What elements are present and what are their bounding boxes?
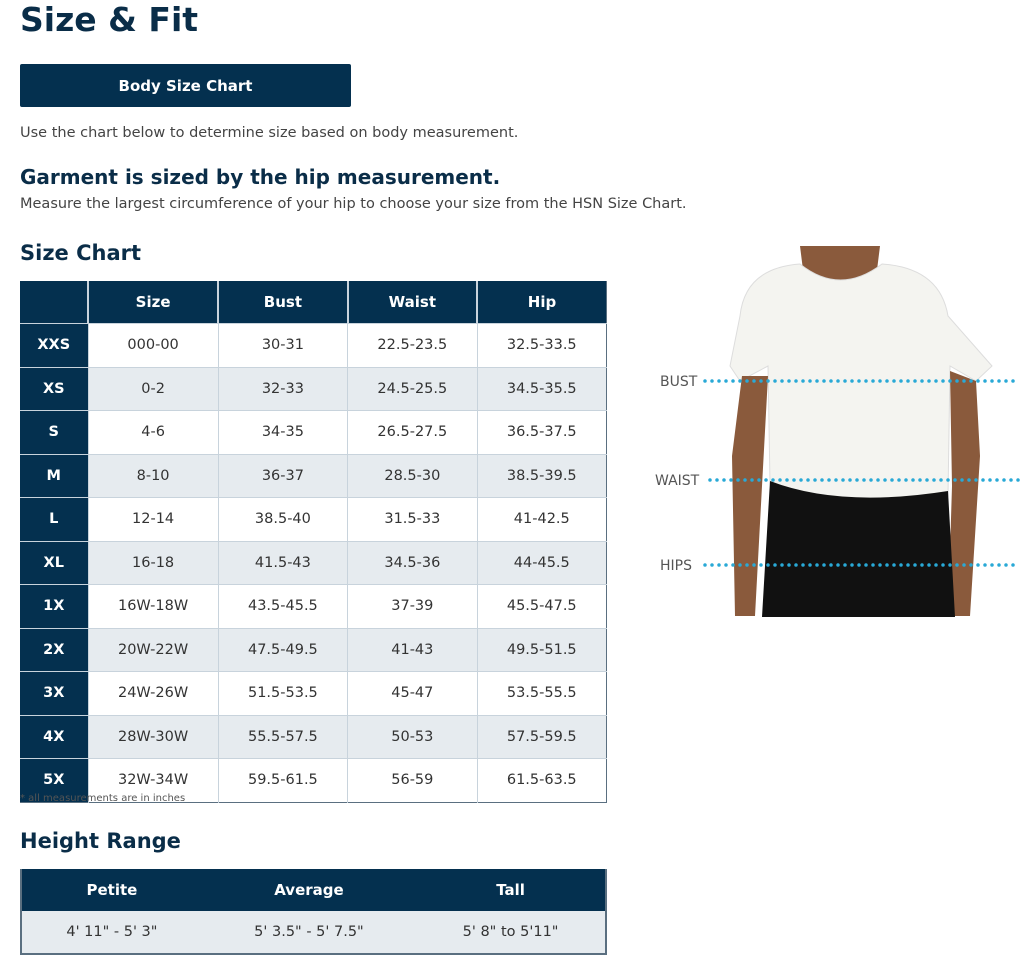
- table-cell: 59.5-61.5: [217, 758, 348, 802]
- size-label: M: [20, 453, 88, 498]
- table-row: M 8-10 36-37 28.5-30 38.5-39.5: [20, 453, 607, 498]
- table-cell: 16-18: [87, 540, 219, 585]
- measure-label-bust: BUST: [660, 374, 698, 390]
- table-cell: 30-31: [217, 323, 348, 367]
- garment-heading: Garment is sized by the hip measurement.: [20, 165, 501, 189]
- page-title: Size & Fit: [20, 0, 199, 39]
- table-row: S 4-6 34-35 26.5-27.5 36.5-37.5: [20, 410, 607, 454]
- table-cell: 53.5-55.5: [476, 671, 607, 715]
- column-header: Average: [201, 869, 417, 911]
- size-label: XS: [20, 366, 88, 411]
- table-cell: 51.5-53.5: [217, 671, 348, 715]
- column-header: Hip: [476, 281, 607, 324]
- table-cell: 44-45.5: [476, 540, 607, 585]
- size-label: 5X: [20, 758, 88, 802]
- table-row: L 12-14 38.5-40 31.5-33 41-42.5: [20, 497, 607, 541]
- column-header: Tall: [416, 869, 606, 911]
- column-header: [20, 281, 88, 324]
- table-cell: 26.5-27.5: [347, 410, 478, 454]
- size-label: 3X: [20, 671, 88, 715]
- garment-text: Measure the largest circumference of you…: [20, 196, 687, 212]
- table-cell: 28W-30W: [87, 714, 219, 759]
- table-cell: 34.5-36: [347, 540, 478, 585]
- table-cell: 24W-26W: [87, 671, 219, 715]
- column-header: Size: [86, 281, 219, 324]
- table-cell: 38.5-39.5: [476, 453, 607, 498]
- table-cell: 24.5-25.5: [347, 366, 478, 411]
- table-cell: 12-14: [87, 497, 219, 541]
- table-cell: 20W-22W: [87, 627, 219, 672]
- body-size-chart-button[interactable]: Body Size Chart: [20, 64, 351, 107]
- table-cell: 4' 11" - 5' 3": [21, 911, 202, 954]
- column-header: Petite: [21, 869, 202, 911]
- table-row: 3X 24W-26W 51.5-53.5 45-47 53.5-55.5: [20, 671, 607, 715]
- table-cell: 45.5-47.5: [476, 584, 607, 628]
- table-cell: 56-59: [347, 758, 478, 802]
- table-cell: 8-10: [87, 453, 219, 498]
- table-cell: 34-35: [217, 410, 348, 454]
- table-row: 5X 32W-34W 59.5-61.5 56-59 61.5-63.5: [20, 758, 607, 802]
- table-cell: 49.5-51.5: [476, 627, 607, 672]
- table-cell: 38.5-40: [217, 497, 348, 541]
- table-cell: 41-43: [347, 627, 478, 672]
- table-row: XS 0-2 32-33 24.5-25.5 34.5-35.5: [20, 366, 607, 411]
- table-cell: 43.5-45.5: [217, 584, 348, 628]
- table-cell: 41.5-43: [217, 540, 348, 585]
- size-label: XXS: [20, 323, 88, 367]
- table-cell: 34.5-35.5: [476, 366, 607, 411]
- table-cell: 57.5-59.5: [476, 714, 607, 759]
- table-cell: 4-6: [87, 410, 219, 454]
- table-cell: 50-53: [347, 714, 478, 759]
- model-figure-image: BUST WAIST HIPS: [655, 246, 1022, 617]
- table-cell: 32W-34W: [87, 758, 219, 802]
- table-cell: 0-2: [87, 366, 219, 411]
- column-header: Waist: [346, 281, 478, 324]
- table-row: XXS 000-00 30-31 22.5-23.5 32.5-33.5: [20, 323, 607, 367]
- table-cell: 47.5-49.5: [217, 627, 348, 672]
- size-label: XL: [20, 540, 88, 585]
- table-cell: 5' 8" to 5'11": [416, 911, 606, 954]
- table-cell: 000-00: [87, 323, 219, 367]
- measurement-note: * all measurements are in inches: [20, 793, 186, 804]
- size-label: 1X: [20, 584, 88, 628]
- height-range-table: Petite Average Tall 4' 11" - 5' 3" 5' 3.5" …: [20, 869, 607, 955]
- table-cell: 36.5-37.5: [476, 410, 607, 454]
- table-cell: 55.5-57.5: [217, 714, 348, 759]
- size-chart-heading: Size Chart: [20, 241, 142, 265]
- measure-label-waist: WAIST: [655, 473, 700, 489]
- size-label: 4X: [20, 714, 88, 759]
- table-cell: 36-37: [217, 453, 348, 498]
- table-row: 4X 28W-30W 55.5-57.5 50-53 57.5-59.5: [20, 714, 607, 759]
- table-cell: 32-33: [217, 366, 348, 411]
- column-header: Bust: [217, 281, 348, 324]
- table-cell: 32.5-33.5: [476, 323, 607, 367]
- black-pants: [762, 481, 955, 617]
- table-cell: 61.5-63.5: [476, 758, 607, 802]
- table-row: 1X 16W-18W 43.5-45.5 37-39 45.5-47.5: [20, 584, 607, 628]
- table-row: XL 16-18 41.5-43 34.5-36 44-45.5: [20, 540, 607, 585]
- measure-label-hips: HIPS: [660, 558, 692, 574]
- table-cell: 22.5-23.5: [347, 323, 478, 367]
- table-cell: 28.5-30: [347, 453, 478, 498]
- table-cell: 41-42.5: [476, 497, 607, 541]
- table-cell: 16W-18W: [87, 584, 219, 628]
- table-row: 2X 20W-22W 47.5-49.5 41-43 49.5-51.5: [20, 627, 607, 672]
- table-cell: 31.5-33: [347, 497, 478, 541]
- size-label: S: [20, 410, 88, 454]
- size-chart-table: Size Bust Waist Hip XXS 000-00 30-31 22.5-23.5…: [20, 281, 607, 803]
- intro-text: Use the chart below to determine size ba…: [20, 125, 519, 141]
- size-label: 2X: [20, 627, 88, 672]
- table-cell: 5' 3.5" - 5' 7.5": [201, 911, 417, 954]
- height-range-heading: Height Range: [20, 829, 181, 853]
- size-label: L: [20, 497, 88, 541]
- table-cell: 45-47: [347, 671, 478, 715]
- table-cell: 37-39: [347, 584, 478, 628]
